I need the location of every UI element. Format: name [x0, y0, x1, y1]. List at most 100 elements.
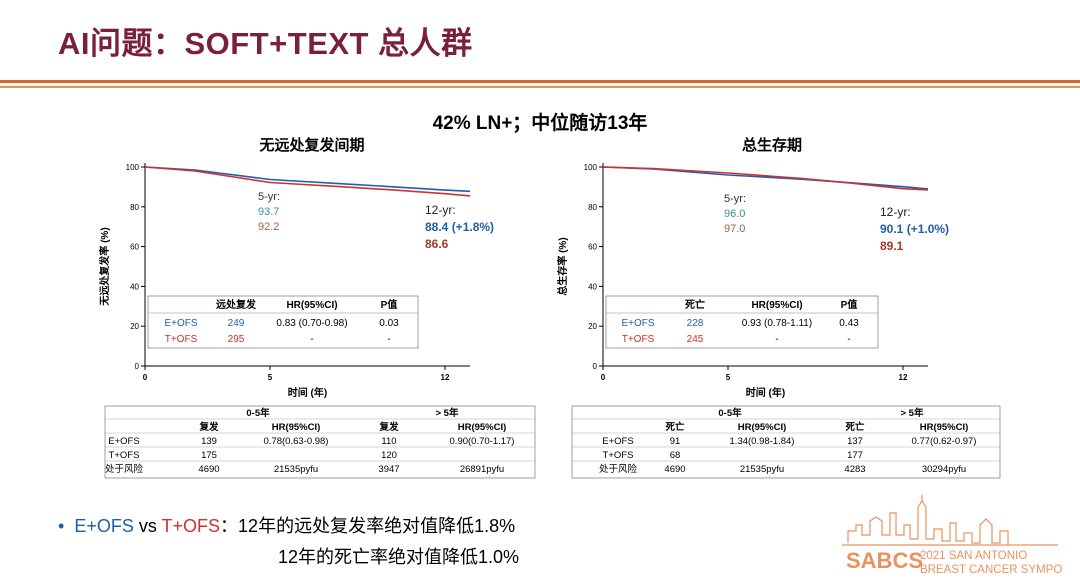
chart1-title: 无远处复发间期	[258, 136, 364, 154]
chart1-inset-cell-1-1: 295	[228, 334, 245, 345]
chart2-y-tick-label-80: 80	[588, 203, 597, 212]
chart1-yr12-e-value: 88.4 (+1.8%)	[425, 220, 494, 234]
chart2-x-axis-label: 时间 (年)	[746, 386, 785, 399]
chart2-inset-cell-0-1: 228	[687, 318, 704, 329]
chart2-bottom-header-1: 死亡	[664, 421, 685, 433]
chart1-bottom-table	[104, 405, 536, 479]
chart2-bottom-cell-0-1: 91	[670, 436, 681, 447]
chart1-inset-cell-0-2: 0.83 (0.70-0.98)	[276, 318, 347, 329]
chart2-bottom-cell-0-4: 0.77(0.62-0.97)	[912, 436, 977, 447]
chart1-y-tick-label-40: 40	[130, 282, 139, 291]
slide-subtitle: 42% LN+；中位随访13年	[432, 113, 648, 134]
chart2-inset-cell-1-1: 245	[687, 334, 704, 345]
chart1-bottom-header-4: HR(95%CI)	[458, 422, 507, 433]
chart2-inset-cell-0-3: 0.43	[839, 318, 859, 329]
chart2-y-tick-label-0: 0	[593, 362, 598, 371]
chart1-y-axis-label: 无远处复发率 (%)	[98, 227, 111, 306]
chart1-inset-header-2: HR(95%CI)	[286, 300, 337, 311]
chart1-inset-cell-1-0: T+OFS	[165, 334, 198, 345]
chart1-bottom-cell-2-3: 3947	[378, 464, 399, 475]
chart1-bottom-cell-0-4: 0.90(0.70-1.17)	[450, 436, 515, 447]
chart1-inset-header-1: 远处复发	[216, 298, 257, 311]
slide-title: AI问题：SOFT+TEXT 总人群	[58, 26, 473, 61]
chart1-y-tick-label-60: 60	[130, 243, 139, 252]
chart1-inset-header-3: P值	[381, 298, 398, 311]
chart2-bottom-header-2: HR(95%CI)	[738, 422, 787, 433]
chart1-x-axis-label: 时间 (年)	[288, 386, 327, 399]
chart2-y-tick-label-100: 100	[584, 163, 598, 172]
summary-bullet: • E+OFS vs T+OFS：12年的远处复发率绝对值降低1.8%	[58, 512, 515, 538]
bullet-e-label: E+OFS	[74, 516, 134, 536]
chart1-inset-cell-1-2: -	[310, 334, 313, 345]
chart1-inset-cell-1-3: -	[387, 334, 390, 345]
chart2-bottom-cell-0-3: 137	[847, 436, 863, 447]
chart1-bottom-header-3: 复发	[378, 421, 399, 433]
chart1-yr5-label: 5-yr:	[258, 191, 280, 203]
chart1-bottom-cell-2-1: 4690	[198, 464, 219, 475]
chart2-bottom-cell-2-3: 4283	[844, 464, 865, 475]
chart2-title: 总生存期	[742, 136, 802, 154]
chart1-yr12-label: 12-yr:	[425, 203, 456, 217]
chart2-y-tick-label-20: 20	[588, 322, 597, 331]
chart1-bottom-cell-1-1: 175	[201, 450, 217, 461]
chart1-inset-cell-0-1: 249	[228, 318, 245, 329]
chart2-bottom-cell-0-0: E+OFS	[602, 436, 633, 447]
chart1-yr5-t-value: 92.2	[258, 221, 279, 233]
chart1-bottom-cell-0-2: 0.78(0.63-0.98)	[264, 436, 329, 447]
chart1-y-tick-label-20: 20	[130, 322, 139, 331]
chart2-bottom-cell-2-4: 30294pyfu	[922, 464, 966, 475]
chart1-yr12-t-value: 86.6	[425, 237, 449, 251]
bullet-vs: vs	[133, 516, 162, 536]
chart2-series-t-ofs-line	[602, 166, 929, 191]
chart2-yr5-e-value: 96.0	[724, 208, 745, 220]
chart1-bottom-cell-2-4: 26891pyfu	[460, 464, 504, 475]
chart2-yr5-label: 5-yr:	[724, 193, 746, 205]
chart2-inset-header-2: HR(95%CI)	[751, 300, 802, 311]
chart1-bottom-group-header-0: 0-5年	[246, 407, 270, 419]
chart2-bottom-header-3: 死亡	[844, 421, 865, 433]
chart2-inset-header-1: 死亡	[685, 298, 705, 311]
chart2-inset-cell-1-0: T+OFS	[622, 334, 655, 345]
chart1-bottom-cell-0-1: 139	[201, 436, 217, 447]
chart1-x-tick-label-5: 5	[268, 373, 273, 382]
logo-line1: 2021 SAN ANTONIO	[920, 550, 1027, 562]
chart2-y-tick-label-40: 40	[588, 282, 597, 291]
chart2-x-tick-label-12: 12	[899, 373, 908, 382]
chart2-inset-cell-0-2: 0.93 (0.78-1.11)	[742, 318, 812, 329]
bullet-t-label: T+OFS	[161, 516, 221, 536]
chart1-x-tick-label-12: 12	[441, 373, 450, 382]
chart2-yr12-e-value: 90.1 (+1.0%)	[880, 222, 949, 236]
header-rule	[0, 80, 1080, 83]
chart1-series-t-ofs-line	[144, 166, 471, 197]
chart1-inset-cell-0-3: 0.03	[379, 318, 399, 329]
chart2-bottom-cell-2-2: 21535pyfu	[740, 464, 784, 475]
chart2-bottom-group-header-0: 0-5年	[718, 407, 742, 419]
chart1-bottom-cell-0-0: E+OFS	[108, 436, 139, 447]
chart1-y-tick-label-0: 0	[135, 362, 140, 371]
chart2-inset-header-3: P值	[841, 298, 858, 311]
chart2-inset-table	[605, 295, 879, 349]
chart1-bottom-cell-0-3: 110	[381, 436, 396, 447]
chart1-inset-table	[147, 295, 419, 349]
chart1-bottom-cell-2-2: 21535pyfu	[274, 464, 318, 475]
chart2-bottom-cell-2-0: 处于风险	[599, 463, 638, 475]
bullet-line1-text: ：12年的远处复发率绝对值降低1.8%	[220, 516, 516, 536]
chart2-inset-cell-1-2: -	[775, 334, 778, 345]
chart2-bottom-header-4: HR(95%CI)	[920, 422, 969, 433]
logo-line2: BREAST CANCER SYMPOSIUM	[920, 564, 1063, 576]
chart2-inset-cell-1-3: -	[847, 334, 850, 345]
chart2-bottom-table	[571, 405, 1001, 479]
chart1-bottom-header-2: HR(95%CI)	[272, 422, 321, 433]
chart2-inset-cell-0-0: E+OFS	[621, 318, 654, 329]
logo-name: SABCS	[846, 548, 923, 573]
chart2-bottom-cell-1-1: 68	[670, 450, 681, 461]
chart2-y-tick-label-60: 60	[588, 243, 597, 252]
chart1-inset-cell-0-0: E+OFS	[164, 318, 197, 329]
chart1-bottom-group-header-1: > 5年	[436, 407, 459, 419]
bullet-dot-icon: •	[58, 516, 65, 536]
chart2-y-axis-label: 总生存率 (%)	[556, 237, 569, 295]
chart2-yr12-t-value: 89.1	[880, 239, 904, 253]
chart2-x-tick-label-0: 0	[601, 373, 606, 382]
skyline-icon	[842, 495, 1058, 546]
